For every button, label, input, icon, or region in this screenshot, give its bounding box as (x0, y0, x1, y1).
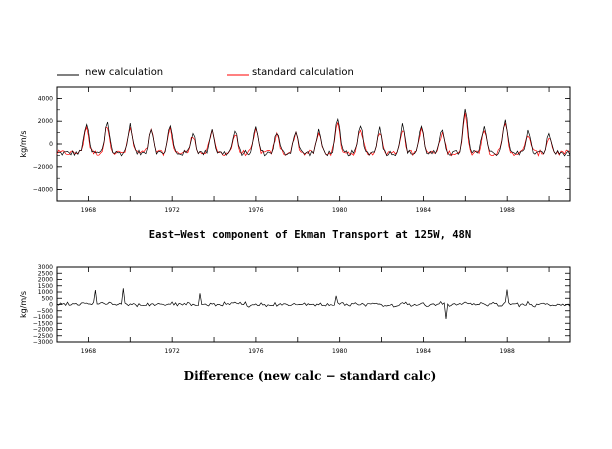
bottom-chart-title: Difference (new calc − standard calc) (184, 369, 437, 383)
top-chart-y-tick-label: −4000 (33, 187, 53, 194)
bottom-chart-y-tick-label: 0 (49, 302, 53, 309)
series-difference (56, 288, 571, 319)
series-new-calculation (56, 108, 571, 157)
bottom-chart-y-tick-label: −3000 (33, 339, 53, 346)
top-chart-y-axis-label: kg/m/s (19, 130, 28, 157)
bottom-chart-x-tick-label: 1976 (248, 348, 263, 355)
top-chart-x-tick-label: 1972 (165, 207, 180, 214)
top-chart-y-tick-label: −2000 (33, 164, 53, 171)
bottom-chart-x-tick-label: 1980 (332, 348, 347, 355)
bottom-chart-y-tick-label: −2000 (33, 327, 53, 334)
top-chart-x-tick-label: 1988 (500, 207, 515, 214)
top-chart-y-tick-label: 0 (49, 141, 53, 148)
top-chart-x-tick-label: 1968 (81, 207, 96, 214)
legend-new-label: new calculation (85, 67, 163, 78)
legend: new calculation standard calculation (57, 67, 354, 78)
bottom-chart-y-tick-label: 1500 (38, 283, 53, 290)
top-chart-x-tick-label: 1976 (248, 207, 263, 214)
top-chart-x-tick-label: 1980 (332, 207, 347, 214)
bottom-chart-y-axis-label: kg/m/s (19, 291, 28, 318)
bottom-chart-x-tick-label: 1968 (81, 348, 96, 355)
series-standard-calculation (56, 112, 570, 157)
bottom-chart-x-tick-label: 1988 (500, 348, 515, 355)
top-chart-title: East−West component of Ekman Transport a… (149, 229, 471, 241)
bottom-chart-x-tick-label: 1984 (416, 348, 431, 355)
top-chart-y-tick-label: 4000 (38, 95, 53, 102)
bottom-chart-y-tick-label: 500 (42, 295, 54, 302)
bottom-chart-y-tick-label: −1000 (33, 314, 53, 321)
top-chart: 1968 1972 1976 1980 1984 1988 −4000 −2000 0 2000 4… (19, 86, 571, 214)
bottom-chart-y-tick-label: 1000 (38, 289, 53, 296)
bottom-chart: 1968 1972 1976 1980 1984 1988−3000−2500−2000−… (19, 264, 571, 355)
bottom-chart-y-tick-label: 2500 (38, 270, 53, 277)
bottom-chart-x-tick-label: 1972 (165, 348, 180, 355)
top-chart-x-tick-label: 1984 (416, 207, 431, 214)
bottom-chart-y-tick-label: 3000 (38, 264, 53, 271)
bottom-chart-y-tick-label: −1500 (33, 320, 53, 327)
bottom-chart-y-tick-label: −500 (37, 308, 54, 315)
top-chart-y-tick-label: 2000 (38, 118, 53, 125)
legend-standard-label: standard calculation (252, 67, 354, 78)
bottom-chart-y-tick-label: −2500 (33, 333, 53, 340)
bottom-chart-y-tick-label: 2000 (38, 277, 53, 284)
